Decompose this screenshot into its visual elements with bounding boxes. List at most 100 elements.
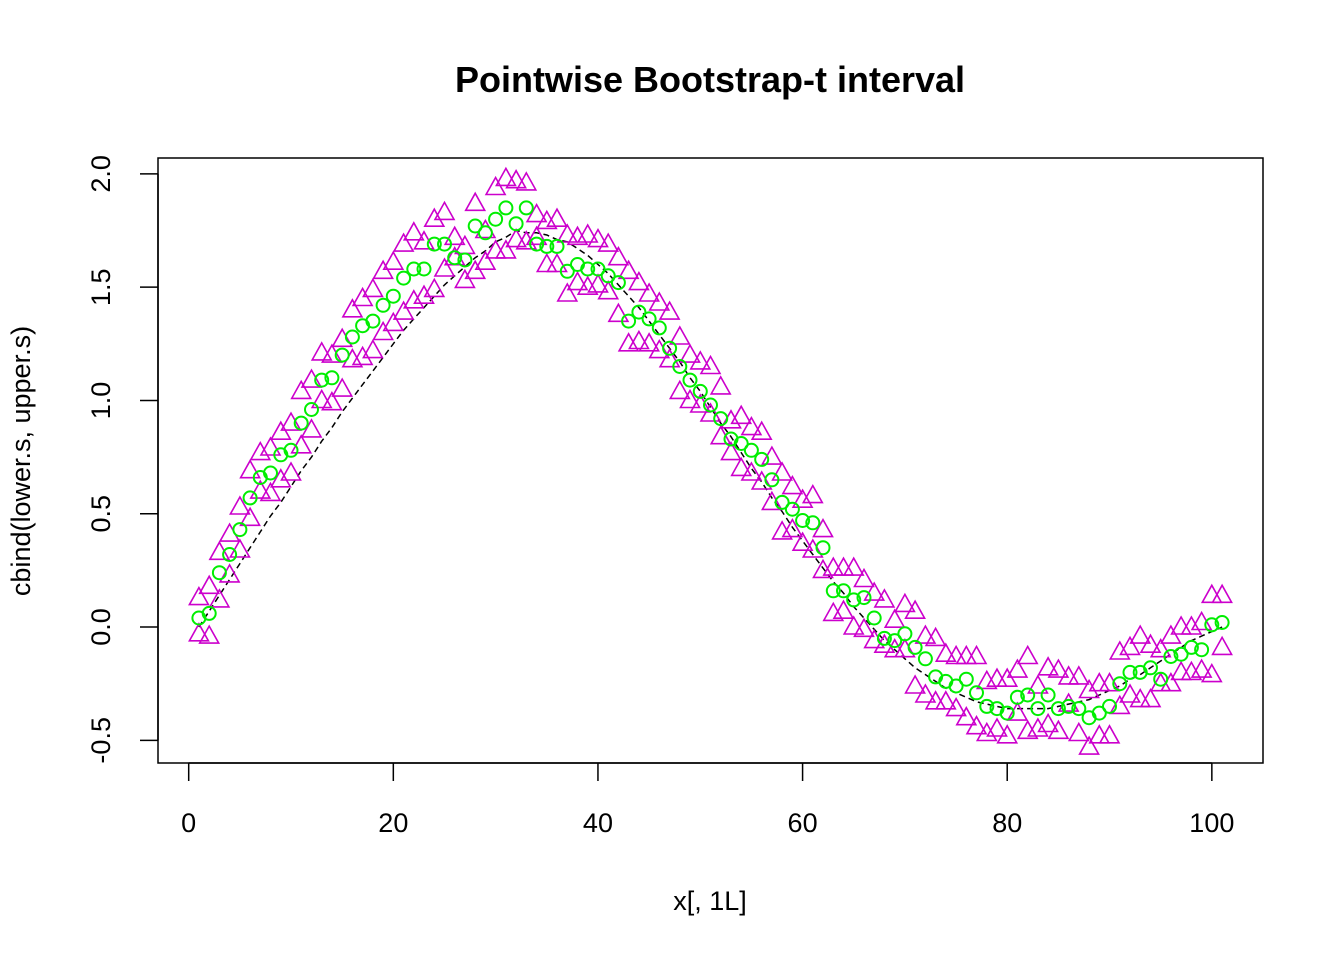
center-point	[764, 472, 780, 488]
upper-bound-point	[392, 232, 415, 252]
lower-bound-point	[1211, 635, 1233, 656]
x-tick-label: 80	[992, 808, 1022, 838]
lower-bound-point	[1037, 712, 1059, 733]
lower-bound-point	[1119, 683, 1141, 703]
upper-bound-point	[934, 642, 957, 663]
center-point	[1173, 646, 1189, 662]
center-point	[406, 261, 422, 277]
lower-bound-point	[986, 717, 1008, 737]
lower-bound-point	[1160, 672, 1182, 692]
lower-bound-point	[433, 257, 456, 277]
center-point	[1204, 617, 1220, 633]
center-point	[713, 411, 729, 427]
center-point	[385, 288, 401, 304]
upper-bound-point	[402, 221, 425, 241]
upper-bound-point	[730, 404, 753, 425]
upper-bound-point	[208, 540, 231, 561]
upper-bound-point	[1149, 638, 1172, 658]
lower-bound-point	[249, 479, 272, 499]
upper-bound-point	[433, 200, 456, 221]
center-point	[1061, 698, 1077, 714]
upper-bound-point	[341, 298, 364, 318]
lower-bound-point	[934, 690, 957, 710]
center-point	[365, 313, 381, 329]
lower-bound-point	[607, 302, 630, 323]
x-axis: 0 20 40 60 80 100	[181, 762, 1234, 838]
upper-bound-point	[556, 223, 579, 243]
lower-bound-point	[556, 282, 579, 302]
upper-bound-point	[679, 343, 701, 363]
upper-bound-point	[842, 556, 865, 576]
center-point	[846, 592, 862, 608]
upper-bound-point	[853, 567, 875, 588]
upper-bound-point	[740, 415, 763, 436]
lower-bound-point	[975, 721, 998, 742]
lower-bound-point	[351, 345, 374, 366]
upper-bound-point	[1047, 658, 1070, 678]
upper-bound-point	[362, 277, 384, 298]
y-tick-label: 2.0	[86, 155, 116, 193]
lower-bound-point	[955, 706, 978, 726]
lower-bound-point	[1088, 724, 1111, 744]
center-point	[477, 225, 493, 241]
center-point	[1112, 676, 1128, 692]
lower-bound-point	[229, 538, 251, 558]
upper-bound-point	[1108, 640, 1131, 660]
center-point	[641, 311, 657, 327]
center-point	[518, 200, 534, 216]
center-point	[344, 329, 360, 345]
upper-bound-point	[310, 341, 333, 361]
lower-bound-point	[1139, 687, 1162, 708]
center-markers-layer	[191, 200, 1230, 726]
upper-bound-point	[914, 624, 937, 644]
center-point	[1040, 687, 1056, 703]
upper-bound-point	[873, 588, 896, 608]
lower-bound-point	[740, 461, 763, 481]
upper-bound-point	[423, 207, 446, 227]
center-point	[375, 297, 391, 313]
lower-bound-point	[218, 563, 241, 583]
center-point	[1091, 705, 1107, 721]
center-point	[662, 340, 678, 356]
lower-bound-point	[239, 506, 261, 527]
center-point	[232, 522, 248, 538]
center-point	[1030, 701, 1046, 717]
x-tick-label: 20	[378, 808, 408, 838]
x-tick-label: 40	[583, 808, 613, 838]
lower-bound-point	[1067, 721, 1090, 742]
upper-bound-point	[709, 375, 732, 395]
plot-frame	[157, 157, 1264, 764]
upper-bound-point	[587, 227, 609, 248]
center-point	[1183, 639, 1199, 655]
lower-bound-point	[413, 284, 435, 305]
upper-bound-point	[229, 495, 251, 515]
lower-bound-point	[300, 418, 323, 438]
lower-bound-point	[484, 239, 507, 259]
lower-bound-point	[668, 379, 691, 400]
lower-bound-point	[628, 329, 650, 350]
y-axis: -0.5 0.0 0.5 1.0 1.5 2.0	[86, 155, 159, 764]
center-point	[600, 268, 616, 284]
center-point	[743, 442, 759, 458]
center-point	[222, 547, 238, 562]
fitted-curve-line	[198, 229, 1223, 710]
center-point	[887, 633, 903, 649]
lower-bound-point	[720, 440, 742, 461]
lower-bound-point	[1098, 724, 1121, 744]
lower-bound-point	[709, 425, 732, 445]
upper-bound-point	[628, 270, 650, 291]
lower-bound-point	[679, 388, 701, 409]
center-point	[396, 270, 412, 286]
lower-bound-point	[587, 273, 609, 293]
upper-bound-point	[188, 585, 210, 606]
center-point	[1122, 664, 1138, 680]
lower-bound-point	[474, 250, 497, 271]
lower-bound-point	[842, 615, 865, 635]
upper-bound-point	[249, 440, 272, 461]
lower-bound-point	[781, 517, 804, 538]
lower-bound-point	[505, 227, 527, 248]
upper-bound-point	[239, 459, 261, 479]
center-point	[969, 685, 984, 701]
lower-bound-point	[699, 402, 722, 422]
upper-bound-point	[464, 191, 487, 212]
